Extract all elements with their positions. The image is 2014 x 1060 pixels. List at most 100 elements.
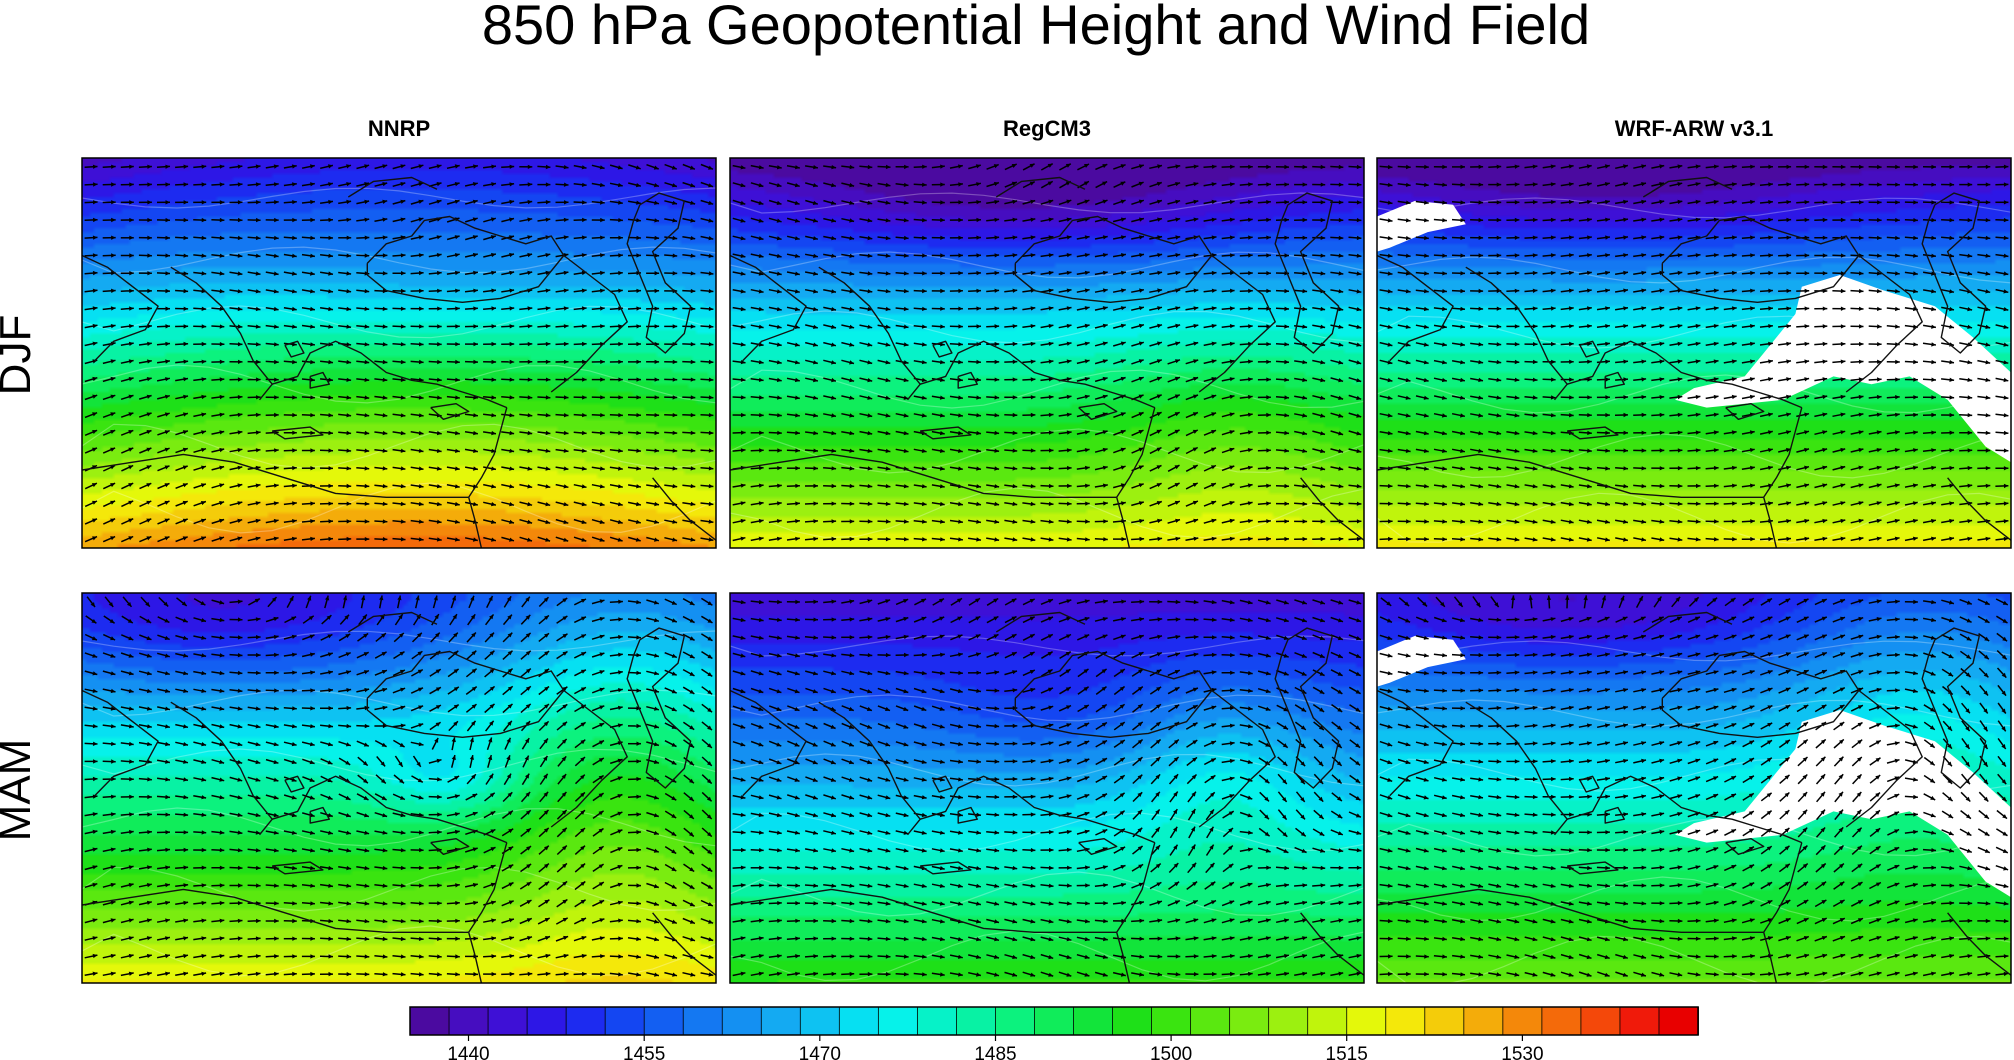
wind-arrowhead [382,324,388,329]
wind-arrowhead [600,413,605,418]
wind-arrowhead [346,483,352,489]
wind-arrowhead [1248,359,1253,364]
wind-arrowhead [1804,394,1810,400]
wind-arrowhead [1985,271,1991,276]
wind-arrowhead [1913,306,1918,312]
wind-arrowhead [1985,324,1991,329]
wind-arrowhead [776,377,782,383]
wind-arrowhead [1320,466,1326,471]
wind-arrowhead [1229,182,1235,187]
coastline [82,254,159,362]
wind-arrowhead [1568,182,1574,187]
wind-arrowhead [418,253,424,258]
wind-arrowhead [563,395,569,400]
wind-arrowhead [1895,271,1900,276]
wind-arrowhead [776,536,782,541]
coastline [1725,403,1765,420]
wind-arrowhead [1302,536,1308,542]
wind-arrowhead [1302,466,1307,471]
wind-arrowhead [1460,377,1465,383]
wind-arrowhead [1550,182,1556,187]
wind-arrowhead [1804,536,1810,541]
wind-arrowhead [563,519,569,524]
wind-arrowhead [1749,394,1755,400]
wind-arrowhead [1424,200,1429,205]
wind-arrowhead [1568,270,1574,276]
wind-arrowhead [1605,519,1610,524]
wind-arrowhead [364,217,370,222]
wind-arrowhead [1405,218,1411,223]
wind-arrowhead [509,182,515,187]
wind-arrowhead [1605,341,1610,347]
wind-arrowhead [364,395,370,400]
wind-arrowhead [93,182,98,187]
wind-arrowhead [2003,342,2009,347]
wind-arrowhead [1229,199,1235,205]
wind-arrowhead [1768,270,1773,276]
wind-arrowhead [454,501,460,507]
wind-arrowhead [1442,182,1447,187]
wind-arrowhead [672,484,678,489]
wind-arrowhead [903,218,909,223]
wind-arrowhead [1121,253,1126,258]
wind-arrowhead [1713,270,1719,276]
wind-arrowhead [1569,341,1574,347]
wind-arrowhead [1641,182,1646,187]
wind-arrowhead [310,359,315,365]
wind-arrowhead [1248,217,1253,222]
wind-arrowhead [1460,253,1465,258]
wind-arrowhead [382,253,388,258]
wind-arrowhead [976,466,981,471]
wind-arrowhead [994,199,1000,205]
wind-arrowhead [292,182,297,187]
wind-arrowhead [1913,182,1918,187]
wind-arrowhead [813,360,818,365]
wind-arrowhead [1442,466,1447,471]
wind-arrowhead [201,182,207,187]
wind-arrowhead [1931,271,1936,276]
wind-arrowhead [436,537,442,542]
wind-arrowhead [237,617,243,622]
wind-arrowhead [364,466,370,471]
wind-arrowhead [201,164,207,169]
wind-arrowhead [1641,537,1646,542]
wind-arrowhead [1478,466,1483,471]
wind-arrowhead [1175,182,1181,187]
wind-arrowhead [690,236,696,241]
wind-arrowhead [1713,324,1719,329]
wind-arrowhead [364,164,370,169]
wind-arrowhead [310,217,315,223]
wind-arrowhead [509,324,515,329]
wind-arrowhead [92,447,97,452]
wind-arrowhead [672,359,678,365]
wind-arrowhead [343,595,348,601]
wind-arrowhead [1731,394,1737,400]
wind-arrowhead [1442,164,1447,170]
wind-arrowhead [1156,501,1162,506]
wind-arrowhead [562,598,568,603]
wind-arrowhead [581,430,587,436]
wind-arrowhead [1193,341,1199,346]
wind-arrowhead [1084,270,1090,275]
wind-arrowhead [867,501,873,506]
wind-arrowhead [1356,536,1362,542]
wind-arrowhead [291,634,297,639]
wind-arrowhead [740,342,746,347]
wind-arrowhead [1496,359,1502,365]
wind-arrowhead [1266,448,1271,453]
wind-arrowhead [1320,448,1325,454]
wind-arrowhead [437,270,442,276]
wind-arrowhead [794,236,800,241]
wind-arrowhead [1030,324,1036,329]
wind-arrowhead [1677,164,1683,169]
wind-arrowhead [1713,235,1719,240]
wind-arrowhead [600,359,605,364]
wind-arrowhead [1356,200,1362,205]
wind-arrowhead [1623,182,1628,187]
wind-arrowhead [1320,413,1325,418]
wind-arrowhead [273,501,279,506]
wind-arrowhead [1894,501,1900,506]
wind-arrowhead [1840,182,1846,187]
wind-arrowhead [940,200,945,205]
wind-arrowhead [93,217,98,223]
